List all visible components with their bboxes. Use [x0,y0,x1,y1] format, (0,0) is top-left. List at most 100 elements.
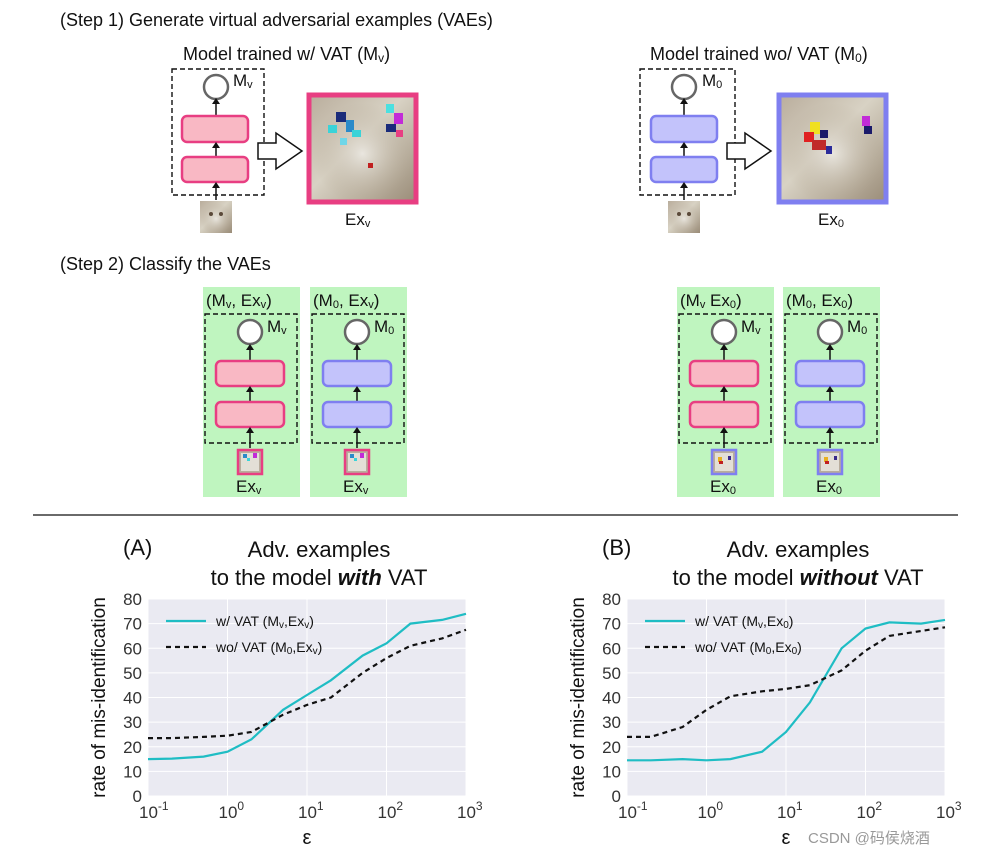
legend-entry: wo/ VAT (M0,Ex0) [694,639,802,657]
arrow-head [246,386,254,392]
step1-novat-title: Model trained wo/ VAT (M0) [650,44,868,65]
y-tick-label: 10 [123,762,142,781]
y-tick-label: 40 [602,689,621,708]
arrow-head [212,182,220,188]
y-tick-label: 0 [612,787,621,806]
panel-label: (Mv, Exv) [206,291,272,311]
layer-1 [688,400,760,429]
chart-title-line2: to the model with VAT [211,565,428,590]
panel-label: (M0, Exv) [313,291,379,311]
y-tick-label: 70 [602,615,621,634]
x-tick-label: 10-1 [618,799,648,822]
y-tick-label: 80 [602,590,621,609]
step1-vat-layer-2 [180,114,250,144]
output-node [343,318,371,346]
panel-model-label: Mv [741,317,761,337]
step1-novat-input-cat-image [668,201,700,233]
step1-novat-group: Model trained wo/ VAT (M0) M0 Ex [639,44,889,233]
step2-panel: (Mv Ex0) Mv Ex0 [677,287,774,497]
y-tick-label: 30 [123,713,142,732]
step1-vat-layer-1 [180,155,250,184]
panel-example-label: Ex0 [816,477,842,497]
arrow-head [353,344,361,350]
panel-label: (A) [123,535,152,560]
legend-entry: w/ VAT (Mv,Exv) [215,613,314,631]
panel-example-label: Ex0 [710,477,736,497]
y-tick-label: 80 [123,590,142,609]
arrow-head [212,142,220,148]
step1-novat-model-box [639,68,736,196]
arrow-head [353,386,361,392]
chart-title-line2: to the model without VAT [672,565,923,590]
chart-a: (A) Adv. examples to the model with VAT 0 10… [89,535,483,849]
step1-novat-output-node [670,73,698,101]
x-tick-label: 100 [698,799,724,822]
y-tick-label: 30 [602,713,621,732]
chart-title-line1: Adv. examples [248,537,391,562]
x-tick-label: 103 [936,799,962,822]
step2-heading: (Step 2) Classify the VAEs [60,254,271,274]
step1-novat-layer-2 [649,114,719,144]
layer-2 [794,359,866,388]
step2-panel: (M0, Ex0) M0 Ex0 [783,287,880,497]
panel-example-label: Exv [236,477,262,497]
y-tick-label: 60 [602,639,621,658]
y-tick-label: 20 [602,738,621,757]
step1-novat-adversarial-image [776,92,889,205]
x-axis-label: ε [782,827,791,849]
generate-arrow-icon [257,131,304,171]
step1-novat-model-label: M0 [702,71,722,91]
y-tick-label: 50 [123,664,142,683]
step2-panel: (M0, Exv) M0 Exv [310,287,407,497]
y-tick-label: 70 [123,615,142,634]
step2-panel: (Mv, Exv) Mv Exv [203,287,300,497]
step1-vat-model-box [171,68,265,196]
step1-novat-layer-1 [649,155,719,184]
y-tick-label: 20 [123,738,142,757]
y-tick-label: 10 [602,762,621,781]
step2-panels: (Mv, Exv) Mv Exv (M0, Exv) M0 Exv (Mv Ex0) Mv Ex… [203,287,880,497]
series-line-without-vat [627,626,946,739]
legend-entry: w/ VAT (Mv,Ex0) [694,613,793,631]
panel-label: (M0, Ex0) [786,291,853,311]
output-node [816,318,844,346]
panel-model-box [311,313,405,444]
y-axis-label: rate of mis-identification [89,597,110,798]
x-tick-label: 102 [857,799,883,822]
step1-vat-group: Model trained w/ VAT (Mv) Mv [171,44,419,233]
layer-2 [214,359,286,388]
panel-model-label: M0 [374,317,394,337]
y-axis-label: rate of mis-identification [568,597,589,798]
adversarial-input-image [236,448,264,476]
arrow-head [826,344,834,350]
arrow-head [680,98,688,104]
legend-entry: wo/ VAT (M0,Exv) [215,639,322,657]
series-line-with-vat [627,618,946,762]
y-tick-label: 60 [123,639,142,658]
arrow-head [826,427,834,433]
chart-title-line1: Adv. examples [727,537,870,562]
step1-vat-example-label: Exv [345,210,371,230]
series-line-without-vat [148,628,467,740]
panel-model-box [204,313,298,444]
y-tick-label: 0 [133,787,142,806]
x-tick-label: 100 [219,799,245,822]
panel-model-box [784,313,878,444]
series-line-with-vat [147,612,467,761]
arrow-head [680,142,688,148]
x-tick-label: 101 [298,799,324,822]
output-node [236,318,264,346]
step1-heading: (Step 1) Generate virtual adversarial ex… [60,10,493,30]
chart-b: (B) Adv. examples to the model without VAT… [568,535,962,849]
step1-vat-output-node [202,73,230,101]
layer-2 [688,359,760,388]
panel-model-label: Mv [267,317,287,337]
step1-vat-input-cat-image [200,201,232,233]
y-tick-label: 40 [123,689,142,708]
arrow-head [246,427,254,433]
arrow-head [246,344,254,350]
arrow-head [212,98,220,104]
panel-label: (B) [602,535,631,560]
panel-model-box [678,313,772,444]
